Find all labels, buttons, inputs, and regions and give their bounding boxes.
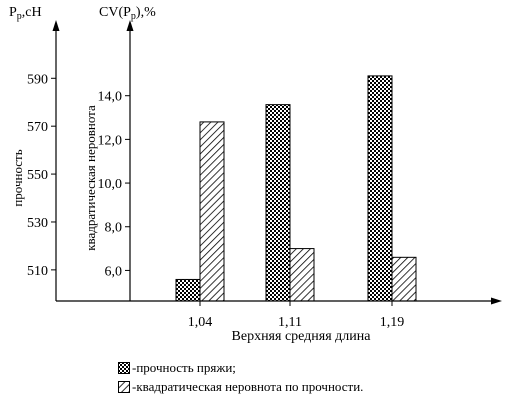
legend-swatch-checker [118, 362, 130, 374]
x-axis-arrow [491, 297, 502, 305]
x-axis-label: Верхняя средняя длина [232, 329, 372, 344]
left-tick-label-4: 590 [27, 72, 48, 87]
left-axis-unit: Pp,cH [9, 5, 42, 22]
right-tick-label-3: 12,0 [98, 133, 123, 148]
bar-unevenness-0 [199, 121, 225, 302]
right-y-axis-arrow [126, 20, 134, 31]
ticks-group: 510 530 550 570 590 6,0 8,0 10,0 12,0 14,0 1,04 1,1… [27, 72, 404, 330]
legend-label-strength: -прочность пряжи; [132, 360, 236, 375]
left-axis-label: прочность [10, 149, 25, 206]
bar-strength-0 [175, 278, 201, 302]
legend-item-strength: -прочность пряжи; [118, 360, 236, 376]
left-tick-label-0: 510 [27, 264, 48, 279]
legend-item-unevenness: -квадратическая неровнота по прочности. [118, 379, 363, 395]
right-axis-label: квадратическая неровнота [83, 105, 98, 251]
left-y-axis-arrow [52, 20, 60, 31]
bar-strength-2 [367, 75, 393, 302]
left-tick-label-1: 530 [27, 216, 48, 231]
bar-unevenness-2 [391, 256, 417, 302]
x-tick-label-2: 1,19 [380, 315, 405, 330]
right-axis-unit: CV(Pp),% [99, 5, 156, 22]
left-tick-label-3: 570 [27, 120, 48, 135]
right-tick-label-1: 8,0 [105, 221, 123, 236]
bar-unevenness-1 [289, 248, 315, 302]
right-tick-label-2: 10,0 [98, 177, 123, 192]
bar-strength-1 [265, 104, 291, 302]
bars-group [175, 75, 417, 302]
legend-swatch-hatch [118, 381, 130, 393]
left-tick-label-2: 550 [27, 168, 48, 183]
right-tick-label-0: 6,0 [105, 264, 123, 279]
legend-label-unevenness: -квадратическая неровнота по прочности. [132, 379, 364, 394]
right-tick-label-4: 14,0 [98, 90, 123, 105]
x-tick-label-1: 1,11 [278, 315, 302, 330]
x-tick-label-0: 1,04 [188, 315, 213, 330]
